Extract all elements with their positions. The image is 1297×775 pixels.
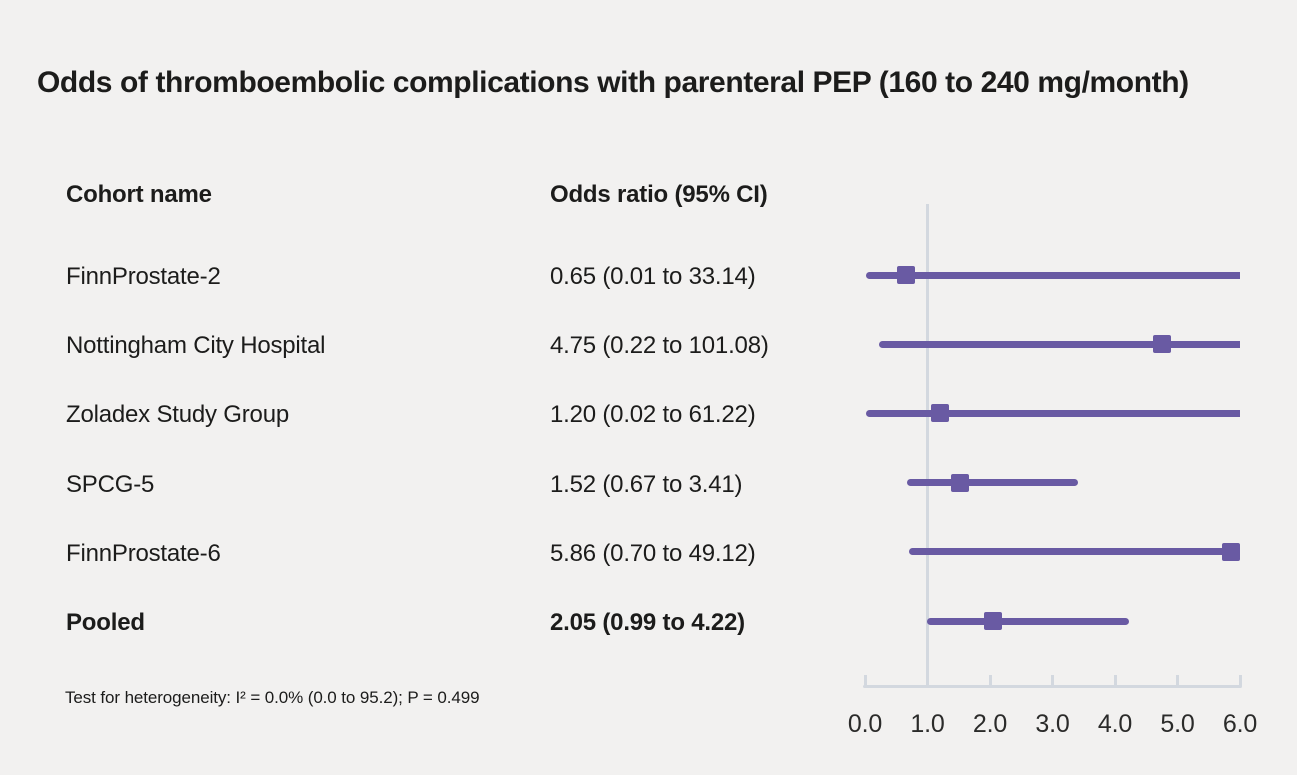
x-axis-tick bbox=[1238, 675, 1242, 686]
confidence-interval-line bbox=[866, 409, 1240, 417]
point-estimate-marker bbox=[1152, 335, 1171, 354]
x-axis-tick bbox=[926, 675, 929, 686]
cohort-label: FinnProstate-2 bbox=[66, 263, 221, 290]
column-header-odds-ratio: Odds ratio (95% CI) bbox=[550, 181, 768, 208]
x-axis-tick bbox=[1176, 675, 1179, 686]
odds-ratio-value: 5.86 (0.70 to 49.12) bbox=[550, 539, 756, 567]
point-estimate-marker bbox=[984, 612, 1003, 630]
cohort-label: Pooled bbox=[66, 609, 145, 636]
cohort-label: SPCG-5 bbox=[66, 470, 155, 498]
confidence-interval-line bbox=[878, 340, 1240, 348]
point-estimate-marker bbox=[931, 404, 949, 423]
odds-ratio-value: 1.20 (0.02 to 61.22) bbox=[550, 401, 756, 429]
odds-ratio-value: 1.52 (0.67 to 3.41) bbox=[550, 470, 743, 498]
cohort-label: Zoladex Study Group bbox=[66, 401, 289, 429]
x-axis-tick bbox=[988, 675, 992, 686]
odds-ratio-value: 4.75 (0.22 to 101.08) bbox=[550, 332, 769, 360]
point-estimate-marker bbox=[951, 473, 969, 492]
reference-line bbox=[926, 204, 929, 688]
x-axis-tick bbox=[863, 675, 867, 686]
odds-ratio-value: 0.65 (0.01 to 33.14) bbox=[550, 263, 756, 290]
point-estimate-marker bbox=[896, 266, 915, 284]
confidence-interval-line bbox=[926, 617, 1129, 625]
confidence-interval-line bbox=[865, 271, 1240, 279]
heterogeneity-footnote: Test for heterogeneity: I² = 0.0% (0.0 t… bbox=[65, 688, 480, 707]
point-estimate-marker bbox=[1222, 542, 1240, 561]
x-axis-baseline bbox=[863, 685, 1242, 688]
x-axis-tick bbox=[1113, 675, 1117, 686]
x-axis-tick-label: 5.0 bbox=[1160, 710, 1195, 738]
cohort-label: FinnProstate-6 bbox=[66, 539, 221, 567]
x-axis-tick bbox=[1051, 675, 1054, 686]
x-axis-tick-label: 1.0 bbox=[910, 710, 945, 738]
x-axis-tick-label: 6.0 bbox=[1222, 710, 1258, 738]
x-axis-tick-label: 0.0 bbox=[847, 710, 883, 738]
x-axis-tick-label: 3.0 bbox=[1035, 710, 1070, 738]
x-axis-tick-label: 2.0 bbox=[972, 710, 1008, 738]
confidence-interval-line bbox=[906, 479, 1079, 487]
x-axis-tick-label: 4.0 bbox=[1097, 710, 1133, 738]
chart-title: Odds of thromboembolic complications wit… bbox=[37, 66, 1189, 99]
confidence-interval-line bbox=[908, 548, 1240, 556]
odds-ratio-value: 2.05 (0.99 to 4.22) bbox=[550, 609, 745, 636]
column-header-cohort: Cohort name bbox=[66, 181, 212, 208]
cohort-label: Nottingham City Hospital bbox=[66, 332, 326, 360]
